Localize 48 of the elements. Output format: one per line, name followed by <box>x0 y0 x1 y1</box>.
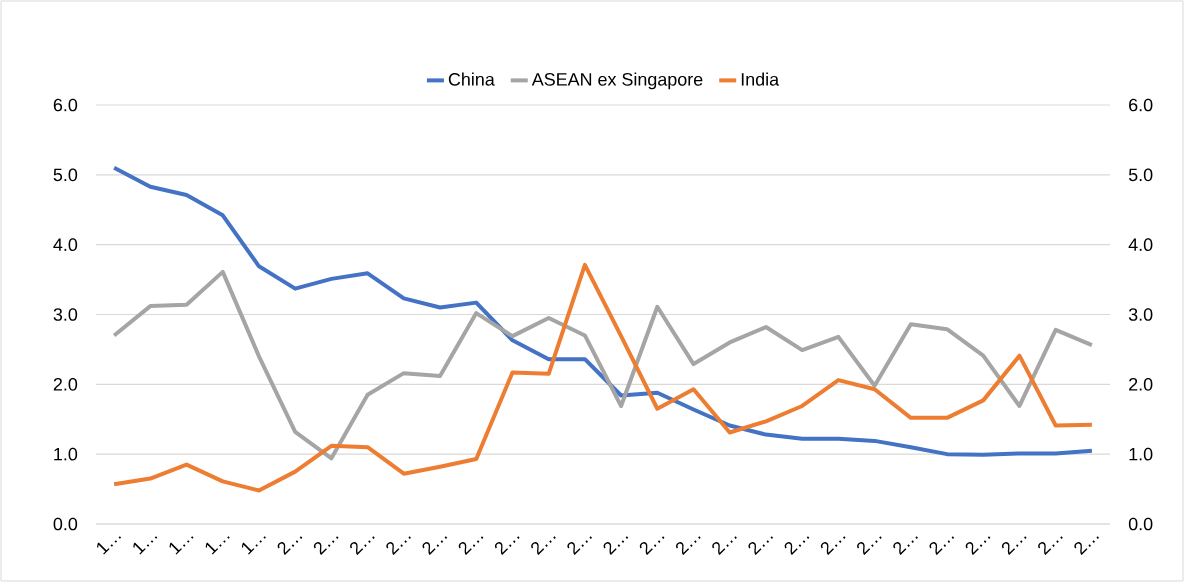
y2-tick-label: 3.0 <box>1128 308 1153 321</box>
legend-label: ASEAN ex Singapore <box>531 72 703 90</box>
x-tick-label: 2… <box>820 536 846 556</box>
x-tick-label: 2… <box>386 536 411 556</box>
x-tick-label: 2… <box>313 536 339 556</box>
x-tick-label: 1… <box>169 536 194 555</box>
legend-label: China <box>448 72 495 86</box>
x-tick-label: 2… <box>893 536 918 556</box>
x-tick-label: 2… <box>675 536 701 556</box>
x-tick-label: 2… <box>458 536 484 556</box>
y-tick-label: 4.0 <box>53 238 78 251</box>
x-tick-label: 2… <box>712 536 737 556</box>
x-tick-label: 2… <box>277 536 303 556</box>
x-tick-label: 2… <box>784 536 810 556</box>
y-tick-label: 0.0 <box>53 517 78 531</box>
x-tick-label: 2… <box>639 536 665 556</box>
x-tick-label: 2… <box>1074 536 1100 556</box>
line-series <box>112 165 1094 457</box>
x-tick-label: 2… <box>350 536 375 556</box>
x-tick-label: 2… <box>531 536 556 556</box>
y-tick-label: 2.0 <box>53 377 78 391</box>
line-series <box>112 262 1094 493</box>
y2-tick-label: 6.0 <box>1129 98 1153 112</box>
x-tick-label: 1… <box>241 536 266 555</box>
x-tick-label: 2… <box>748 536 774 556</box>
x-tick-label: 1… <box>205 536 230 555</box>
y2-tick-label: 0.0 <box>1128 517 1153 531</box>
x-tick-label: 2… <box>929 536 955 556</box>
x-tick-label: 2… <box>857 536 882 556</box>
y2-tick-label: 2.0 <box>1129 377 1153 391</box>
x-tick-label: 1… <box>133 536 158 555</box>
y-tick-label: 3.0 <box>53 308 78 321</box>
x-tick-label: 2… <box>494 536 520 556</box>
y2-tick-label: 4.0 <box>1128 238 1153 251</box>
x-tick-label: 2… <box>603 536 629 556</box>
y-tick-label: 6.0 <box>53 98 78 112</box>
y2-tick-label: 5.0 <box>1128 168 1153 182</box>
x-tick-label: 2… <box>567 536 593 556</box>
x-tick-label: 2… <box>965 536 991 556</box>
x-tick-label: 1… <box>97 536 122 555</box>
y-tick-label: 1.0 <box>54 447 78 461</box>
legend-label: India <box>741 72 780 86</box>
x-tick-label: 2… <box>1038 536 1063 556</box>
y2-tick-label: 1.0 <box>1129 447 1153 461</box>
y-tick-label: 5.0 <box>53 168 78 182</box>
line-series <box>112 269 1094 461</box>
x-tick-label: 2… <box>1001 536 1027 556</box>
x-tick-label: 2… <box>422 536 448 556</box>
